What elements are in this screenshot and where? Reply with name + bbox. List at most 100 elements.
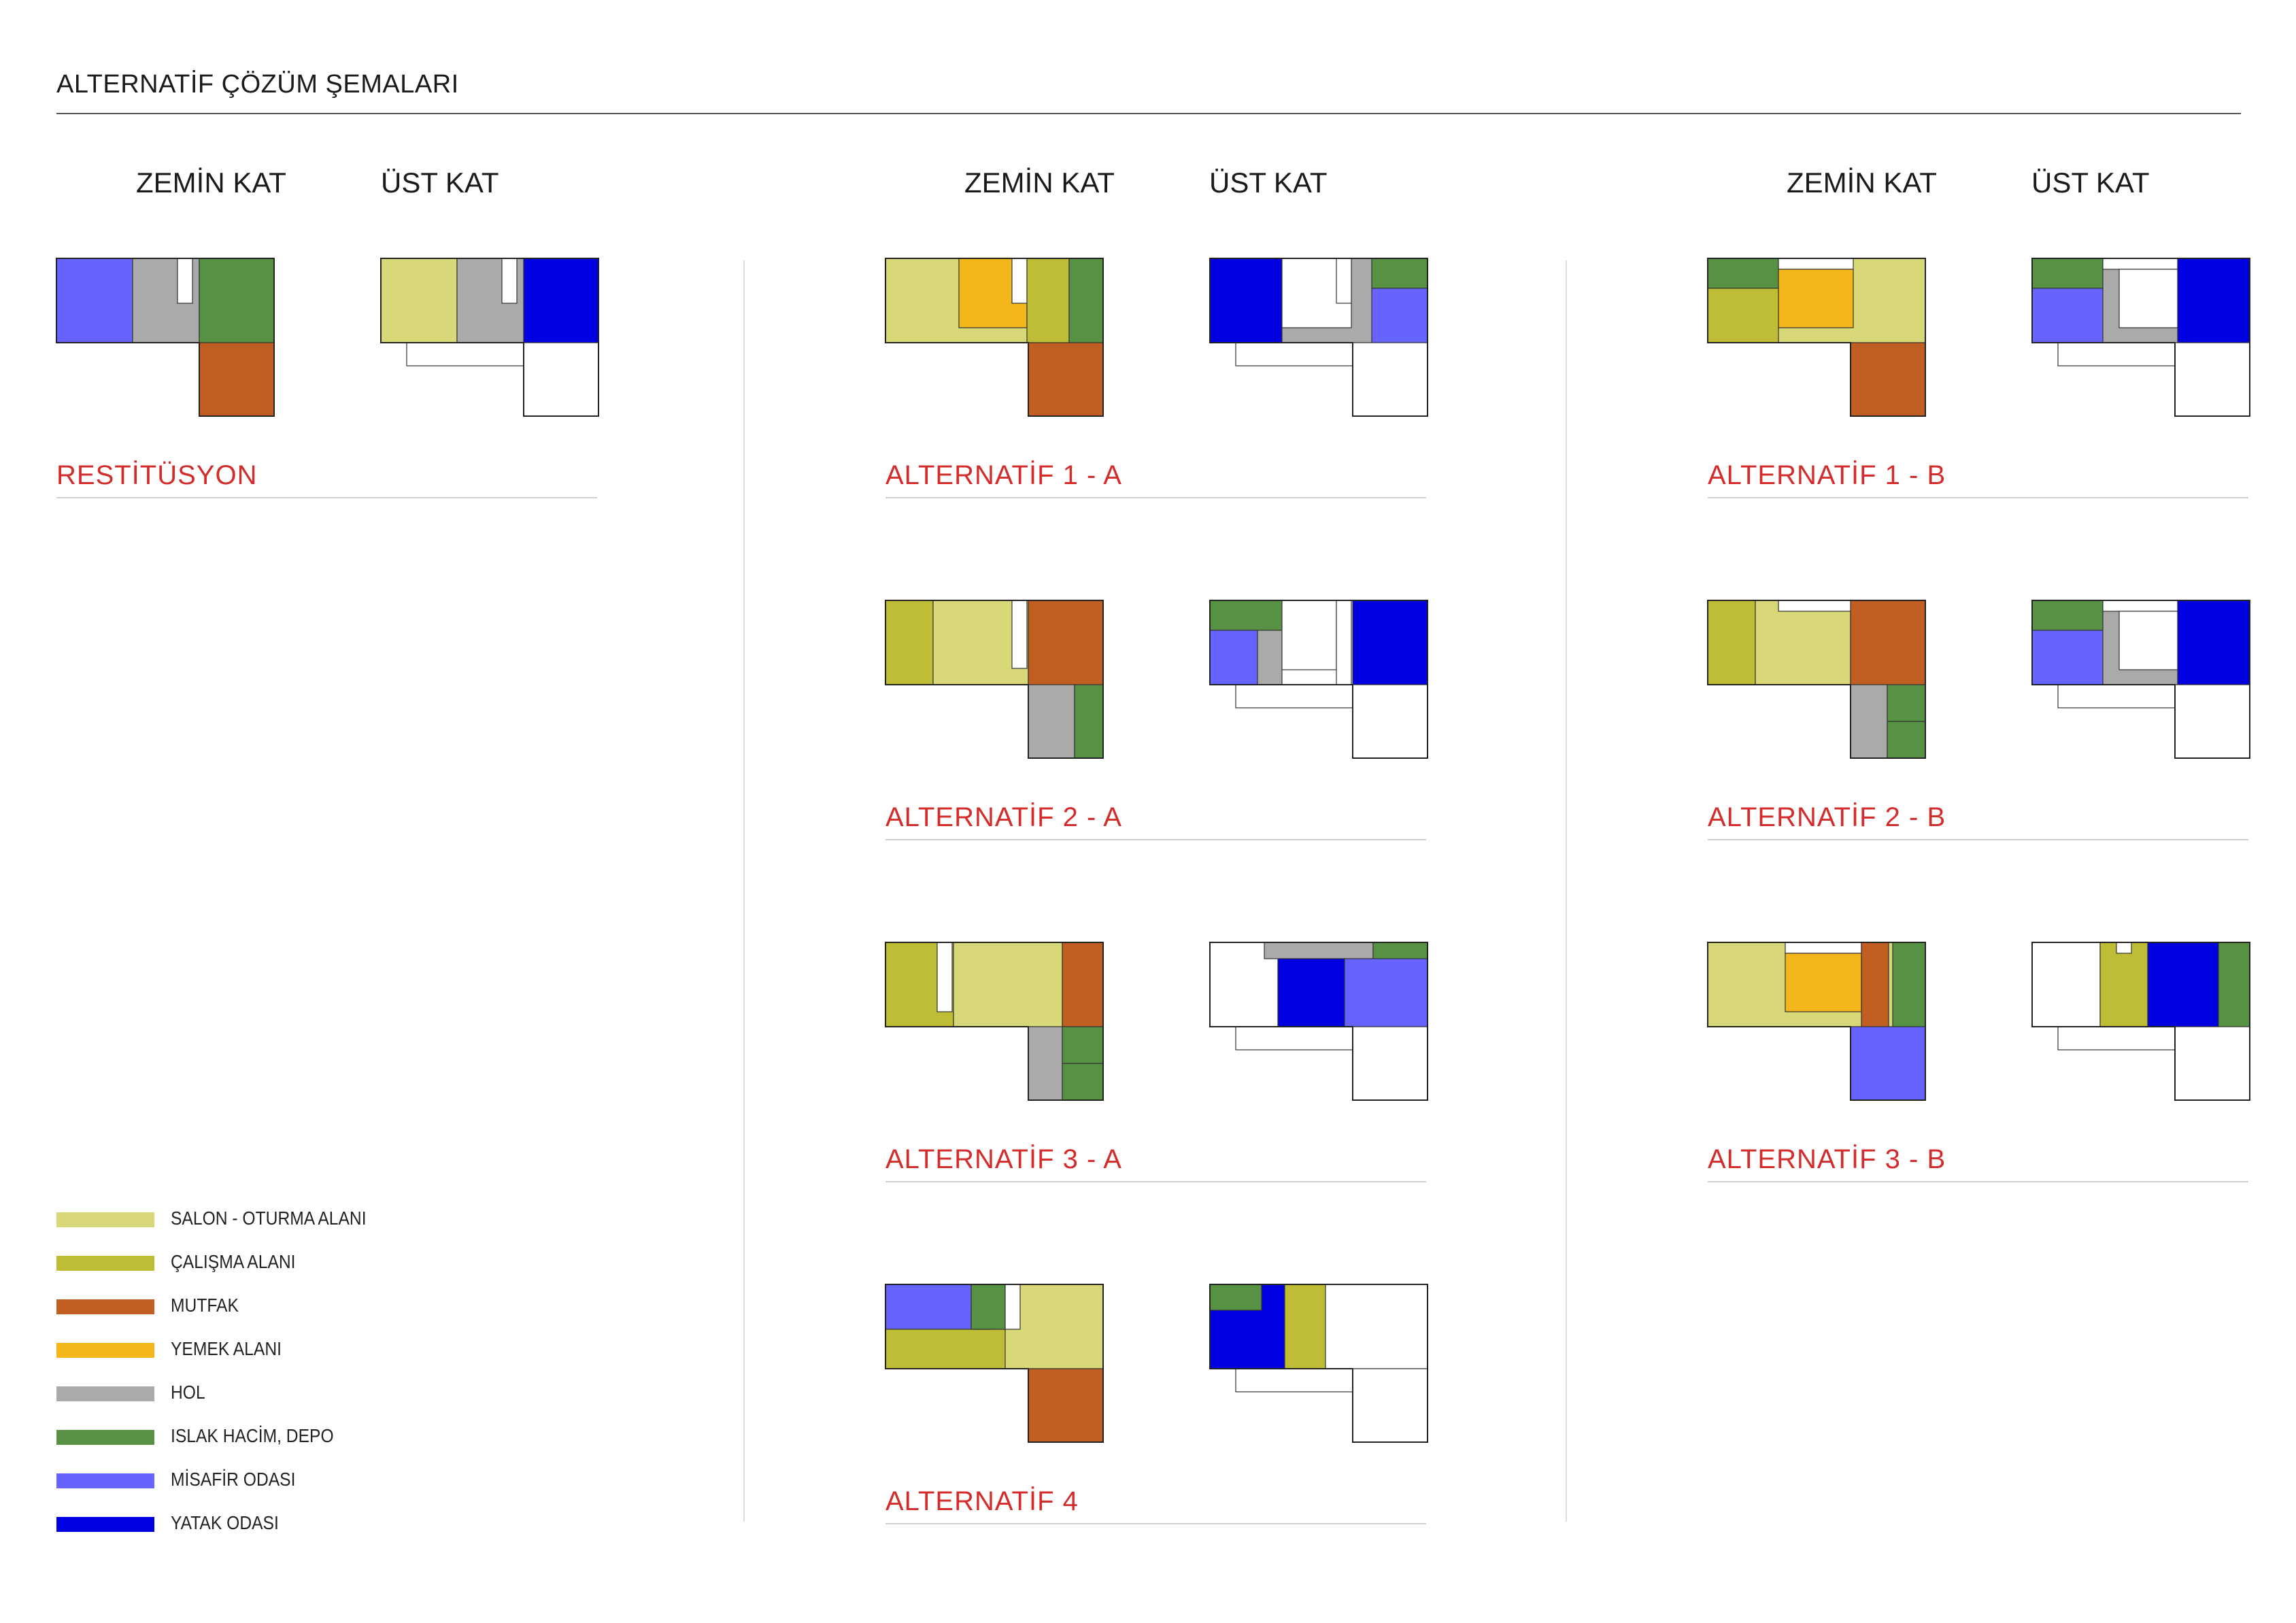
legend-label: SALON - OTURMA ALANI	[171, 1208, 367, 1229]
plan-room-w	[1352, 1026, 1428, 1101]
plan-room-w	[1004, 1284, 1021, 1330]
plan-room-mutfak	[1850, 342, 1926, 417]
plan-room-w	[2118, 269, 2178, 328]
plan-room-calisma	[2099, 942, 2148, 1027]
plan-room-islak	[1062, 1063, 1104, 1101]
title-rule	[56, 113, 2241, 114]
plan-outline	[885, 258, 1104, 417]
plan-room-w	[1778, 258, 1854, 270]
plan-alt-3b-ground	[1707, 942, 1926, 1101]
plan-room-w	[1235, 684, 1353, 708]
legend-swatch	[56, 1386, 154, 1401]
plan-room-w	[1336, 258, 1352, 304]
plan-alt-1a-upper	[1209, 258, 1428, 417]
legend-swatch	[56, 1343, 154, 1358]
plan-room-islak	[199, 258, 275, 343]
plan-room-w	[2174, 342, 2250, 417]
legend-label: HOL	[171, 1382, 205, 1403]
plan-room-w	[406, 342, 524, 366]
plan-outline	[885, 942, 1104, 1101]
plan-alt-3a-ground	[885, 942, 1104, 1101]
plan-room-w	[1235, 1026, 1353, 1050]
plan-room-yemek	[1778, 269, 1854, 328]
legend-swatch	[56, 1430, 154, 1445]
plan-room-islak	[1892, 942, 1926, 1027]
plan-alt-3b-upper	[2031, 942, 2250, 1101]
plan-room-w	[2116, 942, 2132, 954]
plan-outline	[1707, 258, 1926, 417]
header-ground-col3: ZEMİN KAT	[1787, 167, 1937, 199]
column-divider-1	[743, 260, 745, 1522]
scheme-label-alt-2b: ALTERNATİF 2 - B	[1708, 802, 1946, 832]
plan-room-mutfak	[1861, 942, 1889, 1027]
scheme-underline	[1708, 839, 2248, 840]
plan-outline	[1707, 942, 1926, 1101]
plan-room-w	[1352, 342, 1428, 417]
plan-room-mutfak	[1028, 1368, 1104, 1443]
plan-alt-2a-upper	[1209, 600, 1428, 759]
plan-room-w	[1336, 600, 1352, 685]
legend-label: YATAK ODASI	[171, 1512, 279, 1533]
plan-room-islak	[2031, 600, 2104, 631]
plan-room-w	[1352, 1368, 1428, 1443]
plan-room-yemek	[1785, 953, 1862, 1012]
plan-outline	[885, 1284, 1104, 1443]
scheme-label-alt-1a: ALTERNATİF 1 - A	[885, 460, 1122, 490]
scheme-label-alt-3a: ALTERNATİF 3 - A	[885, 1144, 1122, 1174]
plan-room-calisma	[1707, 600, 1756, 685]
scheme-label-restitusyon: RESTİTÜSYON	[56, 460, 258, 490]
plan-room-yatak	[2177, 600, 2250, 685]
legend-swatch	[56, 1299, 154, 1314]
plan-room-yatak	[2147, 942, 2219, 1027]
plan-room-hol	[1264, 942, 1374, 959]
legend-swatch	[56, 1256, 154, 1271]
legend-label: MİSAFİR ODASI	[171, 1469, 296, 1490]
plan-outline	[380, 258, 599, 417]
scheme-label-alt-1b: ALTERNATİF 1 - B	[1708, 460, 1946, 490]
plan-room-misafir	[1371, 288, 1428, 343]
plan-alt-2a-ground	[885, 600, 1104, 759]
plan-room-islak	[1209, 600, 1283, 631]
scheme-underline	[885, 839, 1426, 840]
plan-room-mutfak	[199, 342, 275, 417]
plan-room-salon	[953, 942, 1063, 1027]
plan-restitusyon-ground	[56, 258, 275, 417]
legend-swatch	[56, 1212, 154, 1227]
legend-label: ISLAK HACİM, DEPO	[171, 1425, 334, 1446]
plan-room-w	[1011, 258, 1028, 304]
plan-room-islak	[1887, 684, 1926, 722]
plan-room-w	[2057, 684, 2176, 708]
plan-room-mutfak	[1850, 600, 1926, 685]
plan-room-w	[501, 258, 518, 304]
plan-room-w	[2057, 1026, 2176, 1050]
plan-outline	[885, 600, 1104, 759]
plan-room-w	[523, 342, 599, 417]
plan-room-yatak	[2177, 258, 2250, 343]
plan-outline	[1209, 942, 1428, 1101]
plan-room-yatak	[1209, 258, 1283, 343]
plan-room-w	[2031, 942, 2101, 1027]
plan-alt-1b-upper	[2031, 258, 2250, 417]
plan-outline	[1209, 258, 1428, 417]
scheme-underline	[1708, 1181, 2248, 1182]
plan-room-islak	[2031, 258, 2104, 289]
plan-room-calisma	[885, 1329, 1006, 1369]
column-divider-2	[1566, 260, 1567, 1522]
plan-room-islak	[1707, 258, 1779, 289]
legend-label: YEMEK ALANI	[171, 1338, 282, 1359]
plan-room-hol	[1028, 1026, 1063, 1101]
scheme-underline	[1708, 497, 2248, 498]
plan-room-w	[2102, 600, 2178, 612]
plan-room-misafir	[2031, 630, 2104, 685]
scheme-label-alt-2a: ALTERNATİF 2 - A	[885, 802, 1122, 832]
plan-room-w	[2174, 1026, 2250, 1101]
plan-alt-4-upper	[1209, 1284, 1428, 1443]
scheme-underline	[885, 1181, 1426, 1182]
plan-restitusyon-upper	[380, 258, 599, 417]
legend-label: ÇALIŞMA ALANI	[171, 1251, 296, 1272]
plan-room-w	[177, 258, 193, 304]
page-title: ALTERNATİF ÇÖZÜM ŞEMALARI	[56, 70, 459, 99]
plan-alt-1a-ground	[885, 258, 1104, 417]
plan-room-misafir	[1850, 1026, 1926, 1101]
plan-room-w	[1011, 600, 1028, 669]
